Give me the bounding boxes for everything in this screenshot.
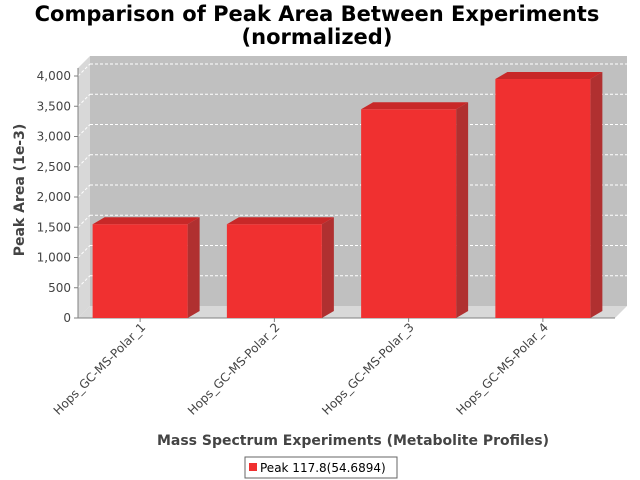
bar-top [92,217,200,225]
bar [361,109,457,319]
y-tick-label: 1,500 [37,220,71,234]
grid-line-wall [77,184,91,198]
chart-title-line1: Comparison of Peak Area Between Experime… [35,2,600,26]
plot-floor [78,306,627,318]
y-axis: 0 500 1,000 1,500 2,000 2,500 3,000 3,500 4,000 [37,68,79,325]
bars [92,72,603,319]
y-tick-label: 2,000 [37,190,71,204]
y-tick-label: 1,000 [37,251,71,265]
bar-top [495,72,603,80]
bar [495,79,591,319]
bar-top [226,217,334,225]
bar-side [590,72,603,319]
legend-swatch [249,463,257,471]
bar-group [361,102,469,319]
plot-background [90,56,627,306]
legend-label: Peak 117.8(54.6894) [260,461,386,475]
y-tick-label: 500 [48,281,71,295]
grid-line-wall [77,63,91,77]
grid-line-wall [77,154,91,168]
chart-title-line2: (normalized) [242,25,393,49]
bar-group [495,72,603,319]
y-tick-label: 3,500 [37,99,71,113]
x-tick-label: Hops_GC-MS-Polar_2 [185,320,283,418]
bar-top [361,102,469,110]
x-axis-label: Mass Spectrum Experiments (Metabolite Pr… [157,433,549,449]
y-tick-label: 0 [63,311,71,325]
y-axis-label: Peak Area (1e-3) [12,124,28,257]
y-tick-label: 2,500 [37,160,71,174]
x-tick-label: Hops_GC-MS-Polar_3 [319,320,417,418]
y-tick-label: 4,000 [37,69,71,83]
legend-box [244,456,398,479]
bar [226,224,322,318]
bar-group [226,217,334,318]
grid-line-wall [77,93,91,107]
bar-side [187,217,200,318]
legend: Peak 117.8(54.6894) [244,456,398,479]
bar-side [456,102,469,319]
bar [92,224,188,318]
bar-group [92,217,200,318]
grid-line-wall [77,245,91,258]
x-tick-label: Hops_GC-MS-Polar_4 [453,320,551,418]
grid-line-wall [77,124,91,137]
x-axis: Hops_GC-MS-Polar_1 Hops_GC-MS-Polar_2 Hops… [51,317,615,418]
grid-line-wall [77,214,91,228]
bar-side [321,217,334,318]
x-tick-label: Hops_GC-MS-Polar_1 [51,320,149,418]
y-tick-label: 3,000 [37,130,71,144]
grid-line-wall [77,275,91,289]
plot-left-wall [78,56,90,318]
